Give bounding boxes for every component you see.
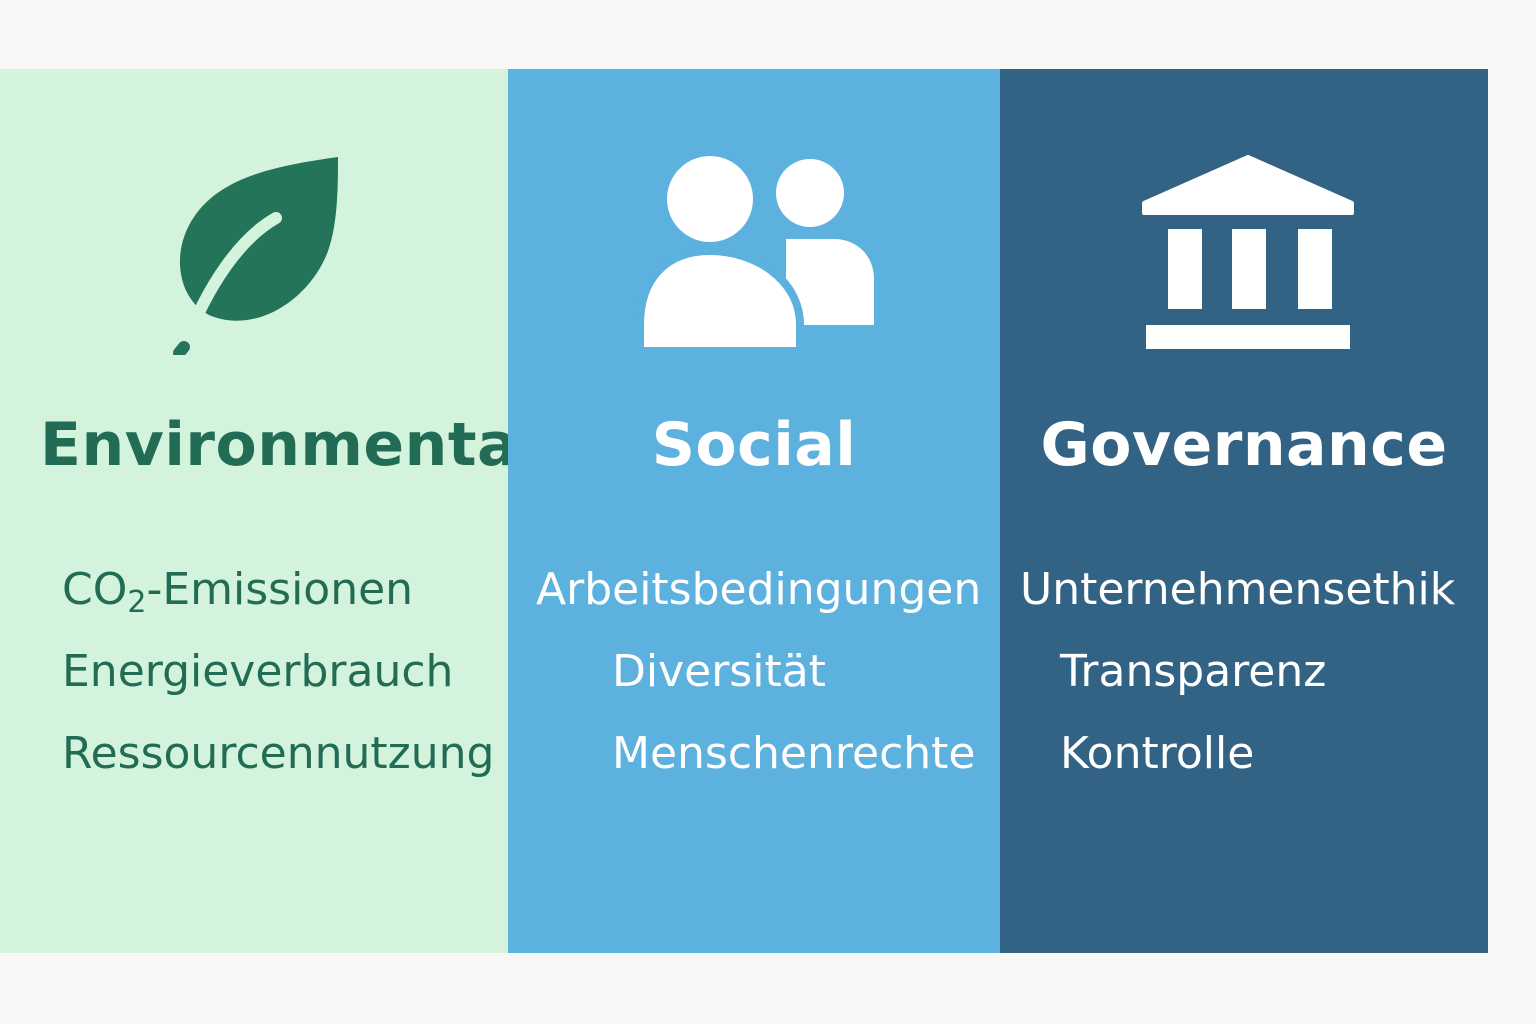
social-list: Arbeitsbedingungen Diversität Menschenre… bbox=[536, 549, 981, 795]
environmental-list: CO2-Emissionen Energieverbrauch Ressourc… bbox=[62, 549, 494, 795]
people-icon bbox=[636, 155, 874, 355]
list-item: Kontrolle bbox=[1060, 728, 1255, 779]
social-column: Social Arbeitsbedingungen Diversität Men… bbox=[508, 69, 1000, 953]
list-item: Menschenrechte bbox=[612, 728, 976, 779]
emissions-text: -Emissionen bbox=[146, 564, 414, 615]
social-title: Social bbox=[651, 410, 857, 480]
list-item: Transparenz bbox=[1060, 646, 1327, 697]
co2-text: CO bbox=[62, 564, 128, 615]
co2-subscript: 2 bbox=[127, 585, 147, 620]
list-item: Unternehmensethik bbox=[1020, 564, 1456, 615]
institution-icon bbox=[1142, 155, 1354, 349]
list-item: Arbeitsbedingungen bbox=[536, 564, 982, 615]
list-item: CO2-Emissionen bbox=[62, 549, 494, 631]
environmental-title: Environmental bbox=[40, 410, 540, 480]
list-item: Energieverbrauch bbox=[62, 646, 454, 697]
list-item: Ressourcennutzung bbox=[62, 728, 495, 779]
governance-title: Governance bbox=[1040, 410, 1448, 480]
list-item: Diversität bbox=[612, 646, 826, 697]
governance-list: Unternehmensethik Transparenz Kontrolle bbox=[1020, 549, 1455, 795]
environmental-column: Environmental CO2-Emissionen Energieverb… bbox=[0, 69, 539, 953]
esg-board: Environmental CO2-Emissionen Energieverb… bbox=[0, 69, 1488, 953]
governance-column: Governance Unternehmensethik Transparenz… bbox=[1000, 69, 1488, 953]
leaf-icon bbox=[173, 157, 338, 355]
